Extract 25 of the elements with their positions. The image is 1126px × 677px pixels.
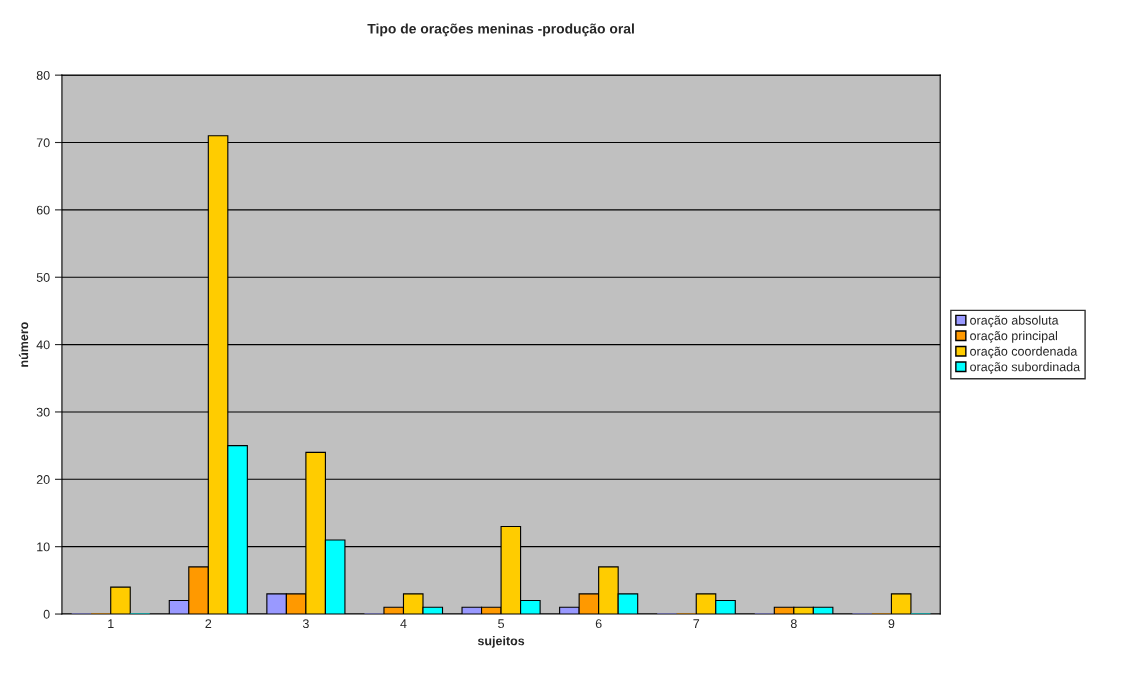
x-tick-label: 5 — [498, 619, 505, 629]
x-tick-label: 1 — [108, 619, 114, 628]
y-tick-label: 20 — [36, 475, 50, 484]
x-tick-label: 9 — [888, 619, 895, 629]
y-tick-label: 0 — [43, 609, 50, 619]
legend-label: oração coordenada — [970, 346, 1078, 359]
legend-label: oração absoluta — [970, 315, 1059, 328]
x-tick-label: 8 — [790, 619, 797, 629]
y-tick-label: 30 — [36, 407, 50, 417]
x-axis-title: sujeitos — [477, 636, 525, 648]
x-tick-label: 7 — [693, 619, 700, 628]
x-tick-label: 2 — [205, 619, 212, 628]
y-axis-title: número — [18, 322, 29, 367]
x-tick-label: 4 — [400, 619, 407, 628]
y-tick-label: 60 — [36, 205, 50, 215]
chart-title: Tipo de orações meninas -produção oral — [367, 23, 634, 37]
legend-label: oração subordinada — [970, 362, 1081, 374]
y-tick-label: 50 — [36, 273, 50, 282]
x-tick-label: 3 — [302, 619, 309, 629]
y-tick-label: 40 — [36, 340, 50, 350]
y-tick-label: 10 — [37, 542, 50, 552]
y-tick-label: 80 — [36, 70, 50, 80]
y-tick-label: 70 — [36, 138, 50, 148]
x-tick-label: 6 — [595, 619, 602, 629]
legend-label: oração principal — [970, 331, 1058, 343]
